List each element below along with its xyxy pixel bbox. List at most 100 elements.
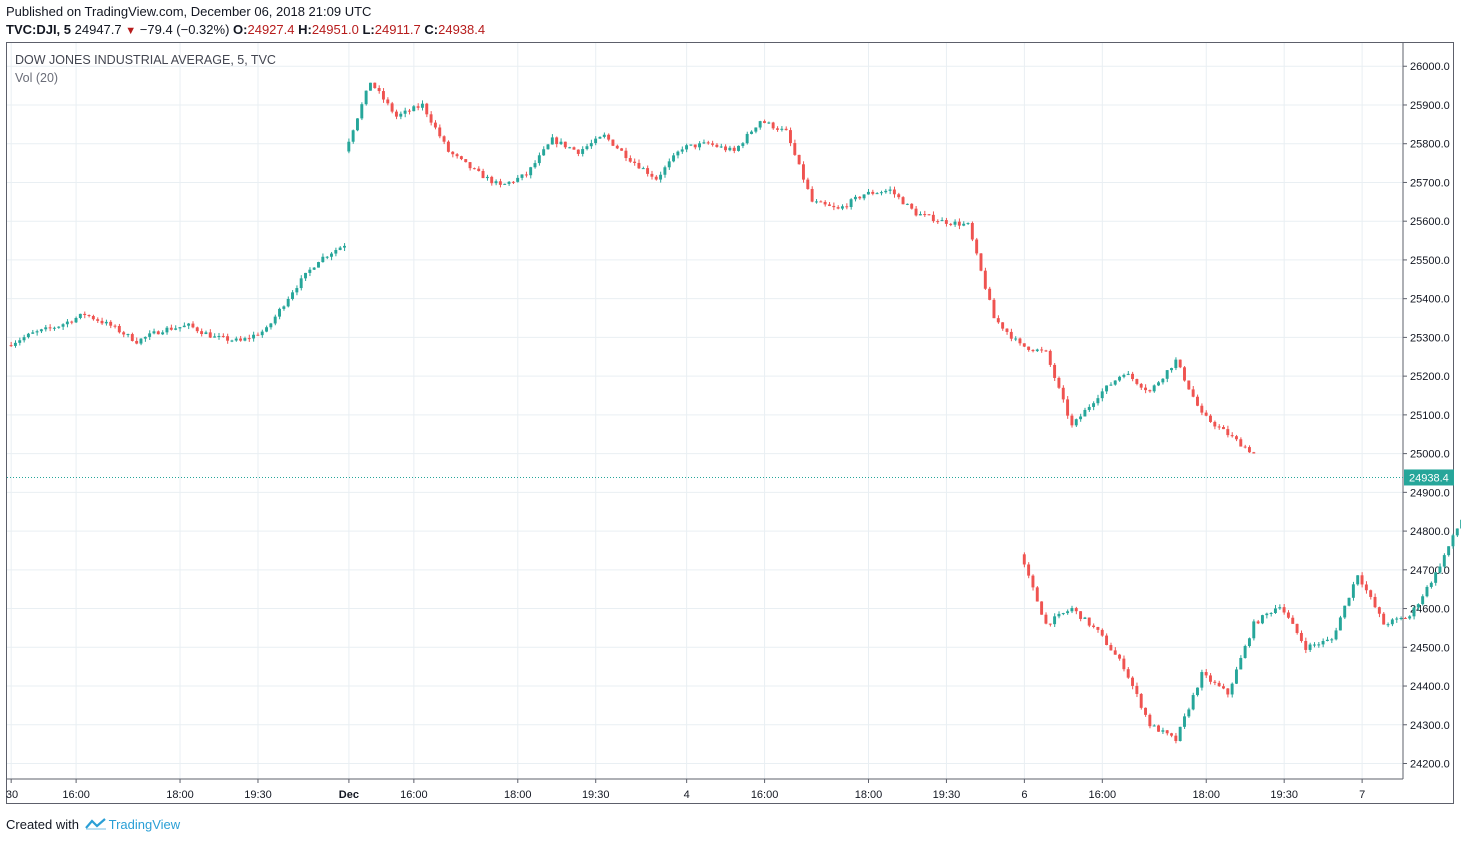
y-tick-label: 25800.0 bbox=[1410, 139, 1450, 151]
candle-body bbox=[1412, 607, 1416, 617]
candle-body bbox=[1087, 617, 1091, 626]
candle-body bbox=[1031, 575, 1035, 588]
candle-body bbox=[381, 91, 385, 100]
candle-body bbox=[745, 133, 749, 144]
candle-body bbox=[377, 88, 381, 92]
symbol-label: TVC:DJI, 5 bbox=[6, 22, 72, 37]
candle-body bbox=[654, 176, 658, 180]
candle-body bbox=[282, 306, 286, 309]
candle-body bbox=[325, 256, 329, 258]
footer-brand[interactable]: TradingView bbox=[108, 817, 181, 832]
candle-body bbox=[1425, 586, 1429, 597]
candle-body bbox=[1161, 730, 1165, 732]
candle-body bbox=[944, 220, 948, 224]
y-tick-label: 25900.0 bbox=[1410, 100, 1450, 112]
candle-body bbox=[1243, 646, 1247, 658]
candle-body bbox=[117, 325, 121, 333]
candle-body bbox=[511, 181, 515, 183]
candle-body bbox=[100, 320, 104, 324]
candle-body bbox=[152, 331, 156, 334]
candle-body bbox=[1027, 564, 1031, 576]
candle-body bbox=[685, 145, 689, 150]
candle-body bbox=[1126, 373, 1130, 375]
last-price-tag bbox=[1404, 469, 1454, 486]
candle-body bbox=[884, 190, 888, 193]
candle-body bbox=[1096, 626, 1100, 630]
y-tick-label: 24200.0 bbox=[1410, 759, 1450, 771]
candle-body bbox=[905, 203, 909, 205]
candle-body bbox=[26, 333, 30, 338]
candle-body bbox=[1083, 409, 1087, 417]
candle-body bbox=[1304, 640, 1308, 650]
candle-body bbox=[364, 90, 368, 105]
candle-body bbox=[368, 82, 372, 91]
candle-body bbox=[1408, 616, 1412, 619]
candle-body bbox=[187, 323, 191, 326]
candle-body bbox=[1209, 675, 1212, 682]
candle-body bbox=[780, 128, 784, 130]
candle-body bbox=[1170, 733, 1173, 736]
candle-body bbox=[1157, 725, 1160, 732]
candle-body bbox=[516, 177, 520, 182]
candle-body bbox=[1053, 364, 1057, 378]
candle-body bbox=[1252, 452, 1256, 454]
candle-body bbox=[975, 239, 979, 254]
candle-body bbox=[814, 201, 818, 203]
candle-body bbox=[234, 338, 238, 341]
candle-body bbox=[581, 149, 585, 154]
candle-body bbox=[983, 270, 987, 289]
candle-body bbox=[104, 321, 108, 324]
x-tick-label: Dec bbox=[339, 789, 359, 801]
candle-body bbox=[1079, 416, 1083, 420]
candle-body bbox=[1196, 396, 1199, 406]
candle-body bbox=[1213, 681, 1217, 683]
candle-body bbox=[22, 337, 26, 341]
candle-body bbox=[83, 313, 87, 316]
candle-body bbox=[61, 324, 65, 327]
candle-body bbox=[914, 208, 918, 216]
candle-body bbox=[1286, 612, 1290, 618]
candle-body bbox=[65, 321, 69, 325]
candle-body bbox=[1299, 632, 1303, 641]
candle-body bbox=[1152, 385, 1156, 392]
candle-body bbox=[1170, 368, 1173, 371]
candle-body bbox=[1135, 685, 1139, 694]
candle-body bbox=[135, 340, 139, 344]
candle-body bbox=[1265, 613, 1269, 616]
y-tick-label: 26000.0 bbox=[1410, 61, 1450, 73]
candle-body bbox=[78, 313, 82, 318]
candle-body bbox=[1230, 683, 1234, 695]
candle-body bbox=[594, 138, 598, 144]
candle-body bbox=[330, 253, 333, 257]
candle-body bbox=[226, 336, 230, 341]
candle-body bbox=[52, 327, 56, 329]
footer[interactable]: Created with TradingView bbox=[6, 817, 180, 834]
candle-body bbox=[1434, 572, 1438, 583]
candle-body bbox=[433, 122, 437, 128]
candle-body bbox=[858, 196, 862, 199]
candle-body bbox=[1204, 672, 1208, 676]
candle-body bbox=[1053, 616, 1057, 625]
candle-body bbox=[1061, 613, 1065, 615]
candle-body bbox=[1105, 635, 1109, 646]
x-tick-label: 4 bbox=[684, 789, 690, 801]
chart-frame[interactable] bbox=[6, 42, 1454, 804]
candle-body bbox=[1118, 376, 1122, 381]
candle-body bbox=[1035, 349, 1039, 352]
candle-body bbox=[793, 143, 797, 155]
candle-body bbox=[1321, 641, 1325, 645]
candle-body bbox=[576, 149, 580, 154]
candle-body bbox=[953, 221, 957, 225]
candle-body bbox=[866, 191, 870, 195]
candle-body bbox=[754, 127, 758, 132]
candle-body bbox=[213, 336, 217, 338]
candle-body bbox=[1234, 669, 1238, 684]
candle-body bbox=[732, 147, 736, 151]
candle-body bbox=[1122, 658, 1126, 670]
candle-body bbox=[1005, 328, 1009, 332]
candle-body bbox=[1239, 657, 1243, 670]
tradingview-logo-icon bbox=[84, 817, 107, 834]
candle-body bbox=[1044, 350, 1048, 352]
candle-body bbox=[1161, 378, 1165, 383]
